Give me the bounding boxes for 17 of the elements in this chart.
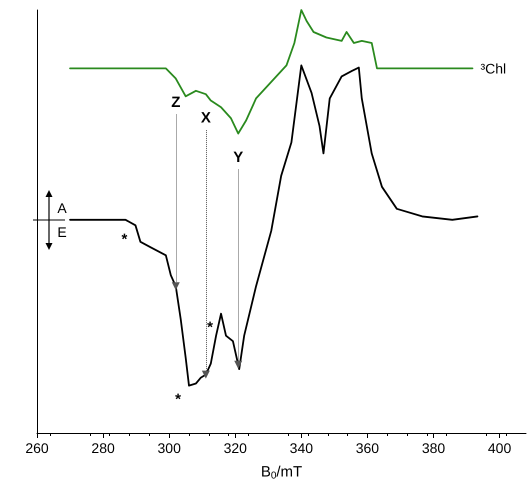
- annotation: *: [207, 319, 214, 336]
- x-tick-label: 300: [157, 440, 182, 456]
- x-tick-label: 320: [224, 440, 248, 456]
- annotation: *: [122, 230, 128, 248]
- x-tick-label: 260: [25, 440, 49, 456]
- x-tick-label: 360: [356, 440, 380, 456]
- series-label: ³Chl: [480, 60, 506, 76]
- x-tick-label: 380: [422, 440, 446, 456]
- annotation: A: [57, 200, 68, 216]
- annotation: *: [175, 391, 182, 408]
- annotation: E: [57, 224, 67, 240]
- x-tick-label: 340: [290, 440, 314, 456]
- annotation: X: [200, 110, 211, 127]
- x-tick-label: 280: [91, 440, 115, 456]
- annotation: Z: [171, 94, 180, 112]
- annotation: Y: [233, 149, 244, 166]
- x-tick-label: 400: [488, 440, 512, 456]
